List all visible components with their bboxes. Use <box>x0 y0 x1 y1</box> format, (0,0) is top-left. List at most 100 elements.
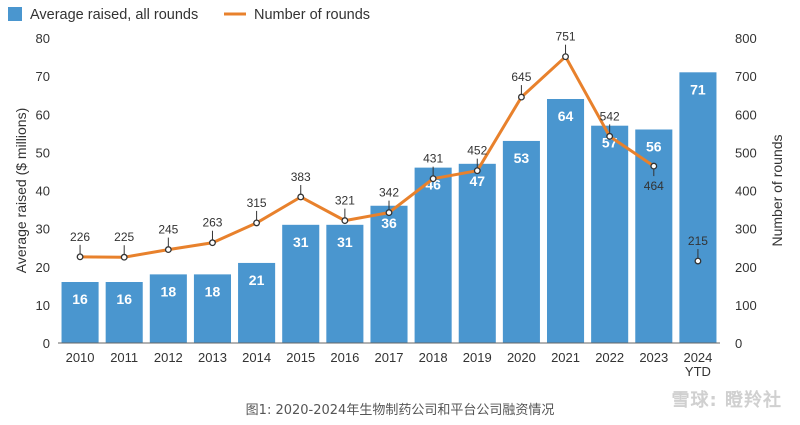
x-tick-label: 2010 <box>66 350 95 365</box>
line-value-label: 751 <box>556 30 576 44</box>
bar-value-label: 71 <box>690 81 706 97</box>
line-value-label: 315 <box>247 196 267 210</box>
bar-value-label: 53 <box>514 150 530 166</box>
line-point <box>473 167 481 175</box>
line-point <box>517 93 525 101</box>
x-tick-label: 2017 <box>375 350 404 365</box>
bar <box>679 72 717 343</box>
line-point <box>385 209 393 217</box>
bar-value-label: 18 <box>205 283 221 299</box>
line-value-label: 542 <box>600 109 620 123</box>
figure-caption: 图1: 2020-2024年生物制药公司和平台公司融资情况 <box>245 403 555 418</box>
x-tick-label: 2021 <box>551 350 580 365</box>
bar-value-label: 18 <box>161 283 177 299</box>
x-tick-label: 2015 <box>286 350 315 365</box>
bar <box>193 274 232 343</box>
y-tick-label: 10 <box>36 298 50 313</box>
x-tick-label: 2018 <box>419 350 448 365</box>
bar-value-label: 31 <box>337 234 353 250</box>
line-series: 226 225 245 263 315 383 321 342 431 452 645 751 542 4… <box>70 30 708 265</box>
line-value-label: 464 <box>644 179 664 193</box>
bar <box>502 140 540 343</box>
line-value-label: 245 <box>158 223 178 237</box>
bar-value-label: 36 <box>381 215 397 231</box>
y2-tick-label: 400 <box>735 184 757 199</box>
y-axis-right: 0 100 200 300 400 500 600 700 800 <box>735 31 757 351</box>
line-path <box>80 55 655 259</box>
y2-tick-label: 300 <box>735 222 757 237</box>
x-tick-label: 2012 <box>154 350 183 365</box>
line-point <box>297 193 305 201</box>
line-value-label: 215 <box>688 234 708 248</box>
y2-axis-label: Number of rounds <box>769 134 785 246</box>
legend-swatch-bars <box>8 7 22 21</box>
line-value-label: 452 <box>467 144 487 158</box>
line-point <box>341 217 349 225</box>
line-point <box>164 246 172 254</box>
y-tick-label: 50 <box>36 145 50 160</box>
x-axis: 2010 2011 2012 2013 2014 2015 2016 2017 2018 2019… <box>58 342 720 379</box>
line-value-label: 321 <box>335 194 355 208</box>
line-point <box>606 132 614 140</box>
line-point <box>429 175 437 183</box>
y-tick-label: 30 <box>36 222 50 237</box>
x-tick-label: 2011 <box>110 350 138 365</box>
bar-value-label: 16 <box>72 291 88 307</box>
line-value-label: 263 <box>202 216 222 230</box>
y-axis-label: Average raised ($ millions) <box>13 108 29 273</box>
y-tick-label: 60 <box>36 107 50 122</box>
bar <box>149 274 187 343</box>
bar-value-label: 31 <box>293 234 309 250</box>
bar-value-label: 56 <box>646 139 662 155</box>
bar <box>546 99 585 343</box>
y-tick-label: 70 <box>36 69 50 84</box>
line-point <box>562 53 569 61</box>
bar <box>61 282 99 343</box>
x-tick-label: 2014 <box>242 350 271 365</box>
x-tick-label: 2013 <box>198 350 227 365</box>
line-point <box>209 239 216 247</box>
line-value-label: 225 <box>114 230 134 244</box>
line-value-label: 342 <box>379 186 399 200</box>
watermark: 雪球: 瞪羚社 <box>671 390 782 411</box>
bar <box>282 224 320 343</box>
x-tick-label: 2023 <box>639 350 668 365</box>
bar-value-label: 47 <box>469 173 485 189</box>
y2-tick-label: 200 <box>735 260 757 275</box>
line-value-label: 431 <box>423 152 443 166</box>
x-tick-label: 2024 YTD <box>683 350 712 379</box>
bar-value-label: 64 <box>558 108 574 124</box>
y-tick-label: 20 <box>36 260 50 275</box>
line-point <box>253 219 261 227</box>
y2-tick-label: 100 <box>735 298 757 313</box>
line-point <box>650 162 658 170</box>
legend-label-line: Number of rounds <box>254 7 370 23</box>
line-point <box>120 253 128 261</box>
y-axis-left: 0 10 20 30 40 50 60 70 80 <box>36 31 50 351</box>
bar <box>370 205 408 343</box>
chart: Average raised, all rounds Number of roun… <box>8 7 785 379</box>
bar <box>238 262 276 343</box>
bar <box>458 163 496 343</box>
bar <box>414 167 452 343</box>
line-value-label: 226 <box>70 230 90 244</box>
x-tick-label: 2020 <box>507 350 536 365</box>
y2-tick-label: 600 <box>735 107 757 122</box>
line-point <box>76 253 84 261</box>
x-tick-label: 2022 <box>595 350 624 365</box>
bar-value-label: 16 <box>116 291 132 307</box>
y2-tick-label: 700 <box>735 69 757 84</box>
bar <box>591 125 629 343</box>
y-tick-label: 0 <box>43 336 50 351</box>
y2-tick-label: 0 <box>735 336 742 351</box>
y-tick-label: 40 <box>36 184 50 199</box>
legend-label-bars: Average raised, all rounds <box>30 7 198 23</box>
bar <box>105 282 143 343</box>
bar <box>326 224 364 343</box>
x-tick-label: 2016 <box>330 350 359 365</box>
x-tick-label: 2019 <box>463 350 492 365</box>
bar <box>635 129 673 343</box>
line-value-label: 645 <box>511 70 531 84</box>
y2-tick-label: 800 <box>735 31 757 46</box>
bar-value-label: 21 <box>249 272 265 288</box>
